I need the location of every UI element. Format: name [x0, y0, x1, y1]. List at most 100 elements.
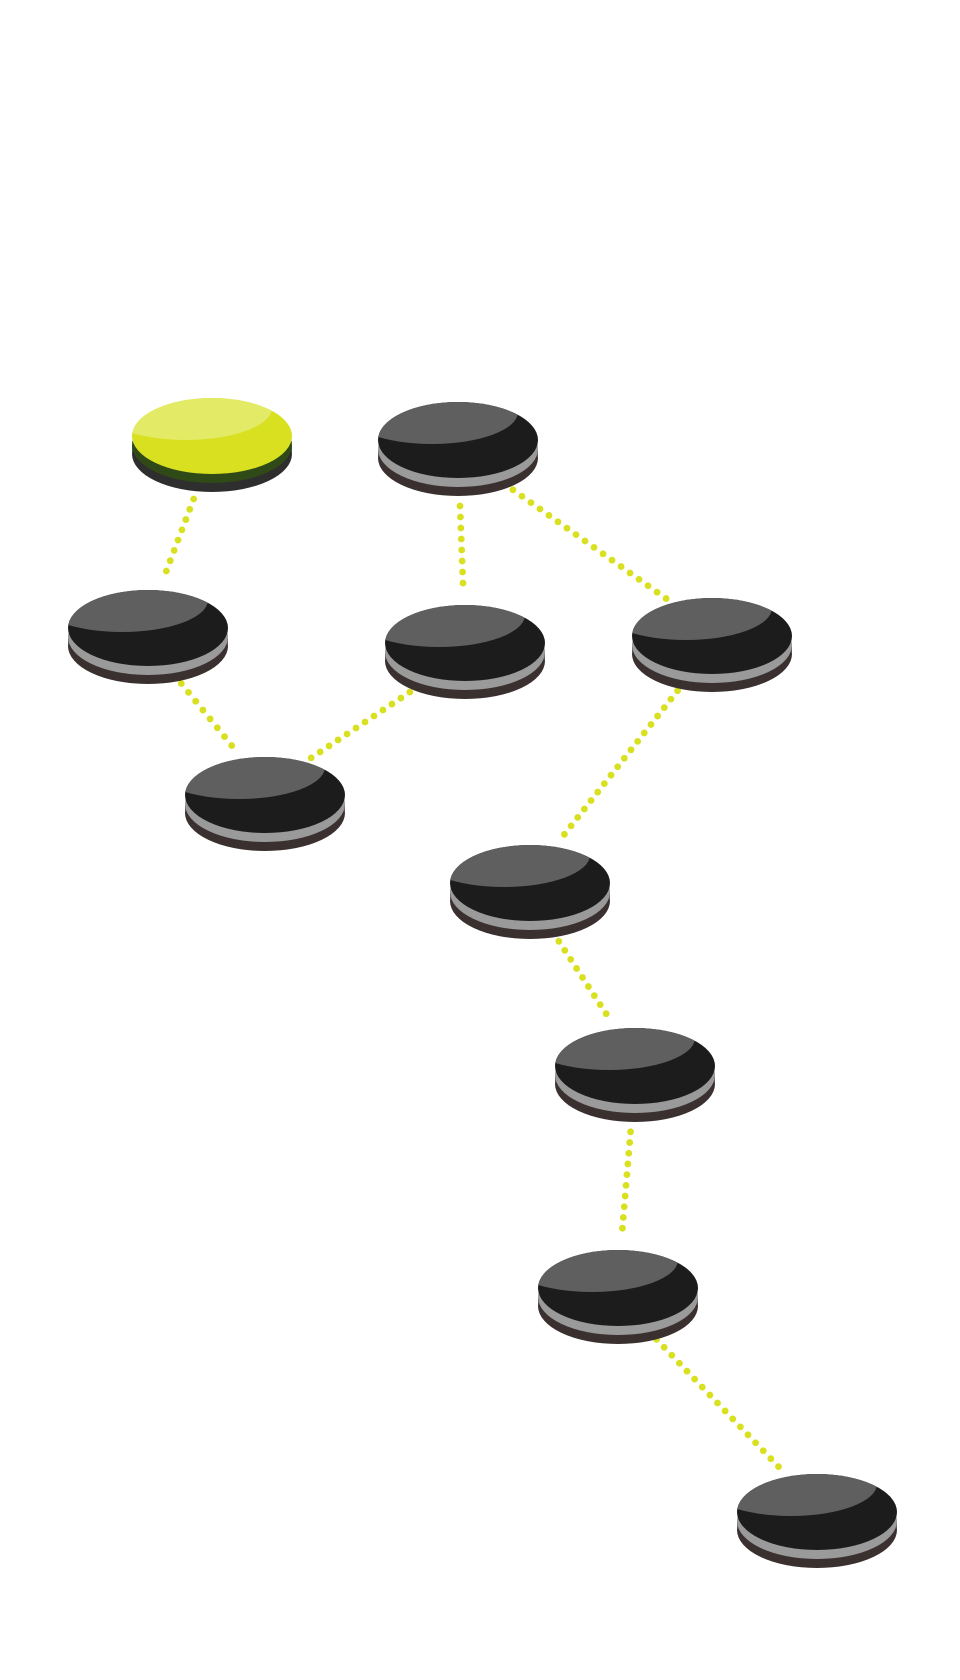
- path-dot: [509, 486, 517, 494]
- nodes-layer: [36, 376, 897, 1568]
- path-dot: [186, 505, 194, 513]
- path-dot: [660, 704, 668, 711]
- path-dot: [170, 547, 178, 554]
- path-dot: [325, 742, 333, 750]
- level-node-locked[interactable]: [346, 380, 538, 496]
- path-dot: [572, 531, 580, 539]
- path-dot: [585, 983, 592, 990]
- path-dot: [667, 695, 675, 703]
- path-dot: [221, 733, 228, 741]
- path-n8-n9: [619, 1128, 634, 1232]
- path-dot: [698, 1383, 706, 1391]
- path-dot: [647, 721, 655, 728]
- path-dot: [736, 1423, 744, 1431]
- path-dot: [767, 1455, 775, 1463]
- path-dot: [721, 1407, 729, 1415]
- level-node-locked[interactable]: [418, 823, 610, 939]
- level-node-locked[interactable]: [523, 1006, 715, 1122]
- path-dot: [653, 588, 661, 596]
- path-dot: [567, 956, 575, 963]
- path-dot: [518, 492, 526, 500]
- path-dot: [635, 575, 643, 583]
- path-dot: [536, 505, 544, 513]
- path-dot: [675, 1359, 683, 1367]
- path-dot: [752, 1439, 760, 1447]
- path-n4-n5: [307, 682, 423, 762]
- node-highlight: [378, 402, 518, 444]
- path-dot: [668, 1351, 676, 1359]
- node-highlight: [737, 1474, 877, 1516]
- path-dot: [554, 518, 562, 526]
- path-dot: [627, 1128, 634, 1136]
- path-dot: [567, 822, 575, 830]
- path-dot: [352, 724, 360, 732]
- path-dot: [228, 742, 236, 749]
- path-dot: [192, 697, 200, 705]
- level-node-locked[interactable]: [705, 1452, 897, 1568]
- level-node-locked[interactable]: [600, 576, 792, 692]
- level-node-locked[interactable]: [506, 1228, 698, 1344]
- path-dot: [456, 502, 464, 510]
- path-dot: [683, 1367, 691, 1375]
- path-dot: [574, 814, 582, 821]
- path-dot: [654, 712, 662, 720]
- path-dot: [343, 730, 351, 738]
- node-highlight: [538, 1250, 678, 1292]
- path-dot: [527, 499, 535, 507]
- path-dot: [177, 680, 185, 687]
- path-n6-n7: [561, 687, 681, 838]
- path-dot: [561, 830, 568, 838]
- level-node-locked[interactable]: [353, 583, 545, 699]
- path-n9-n10: [653, 1335, 782, 1471]
- path-dot: [625, 1149, 633, 1157]
- path-dot: [185, 688, 192, 696]
- path-dot: [457, 513, 464, 521]
- path-dot: [617, 563, 625, 570]
- path-dot: [596, 1001, 604, 1009]
- path-dot: [607, 771, 615, 779]
- path-dot: [599, 550, 607, 558]
- path-dot: [316, 748, 324, 756]
- node-highlight: [632, 598, 772, 640]
- path-dot: [213, 724, 221, 732]
- path-dot: [406, 688, 414, 696]
- path-dot: [600, 780, 608, 788]
- path-dot: [581, 537, 589, 545]
- path-n7-n8: [555, 937, 610, 1018]
- path-dot: [623, 1171, 631, 1179]
- path-dot: [602, 1010, 610, 1018]
- path-dot: [594, 788, 602, 796]
- path-dot: [590, 992, 598, 999]
- node-highlight: [555, 1028, 695, 1070]
- path-dot: [662, 595, 670, 602]
- path-dot: [459, 579, 467, 587]
- path-dot: [174, 536, 182, 544]
- path-dot: [379, 706, 387, 714]
- paths-layer: [162, 480, 782, 1471]
- path-dot: [178, 526, 186, 534]
- path-dot: [587, 797, 595, 804]
- path-dot: [555, 937, 563, 945]
- path-n2-n4: [456, 502, 467, 587]
- path-dot: [624, 1160, 632, 1168]
- path-dot: [370, 712, 378, 720]
- level-node-locked[interactable]: [153, 735, 345, 851]
- path-dot: [626, 1139, 634, 1146]
- path-dot: [744, 1431, 752, 1439]
- path-dot: [775, 1463, 782, 1471]
- level-node-active[interactable]: [100, 376, 292, 492]
- node-highlight: [68, 590, 208, 632]
- path-dot: [759, 1447, 767, 1455]
- path-dot: [614, 763, 622, 771]
- path-n2-n6: [500, 480, 670, 602]
- path-dot: [199, 706, 207, 714]
- node-highlight: [185, 757, 325, 799]
- path-dot: [674, 687, 681, 695]
- level-node-locked[interactable]: [36, 568, 228, 684]
- path-dot: [334, 736, 342, 744]
- node-highlight: [132, 398, 272, 440]
- path-dot: [561, 946, 569, 954]
- path-n3-n5: [177, 680, 236, 749]
- path-dot: [458, 546, 466, 554]
